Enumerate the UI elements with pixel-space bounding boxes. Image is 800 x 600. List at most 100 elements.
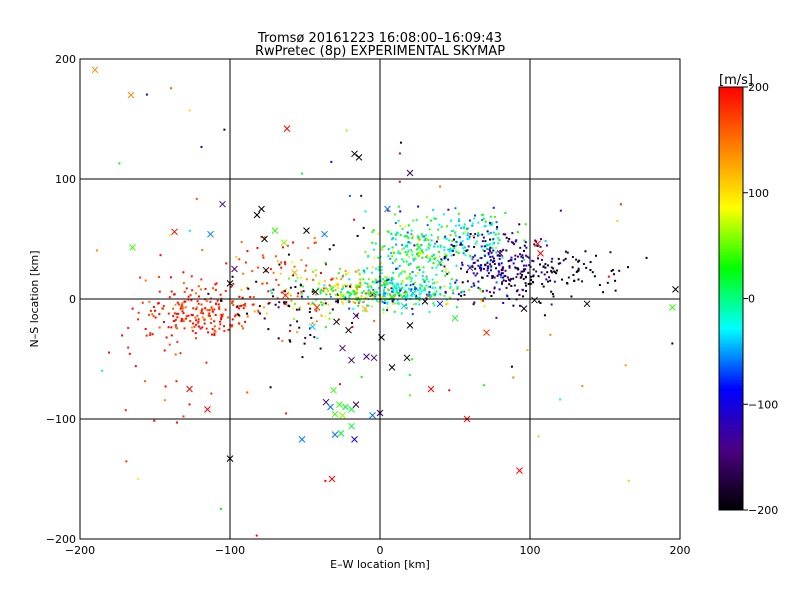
- data-point: [337, 272, 340, 275]
- data-point: [575, 270, 578, 273]
- data-cross-stroke: [333, 318, 340, 326]
- data-point: [463, 246, 466, 249]
- data-point: [367, 285, 370, 288]
- data-cross-stroke: [330, 386, 337, 394]
- data-point: [382, 297, 385, 300]
- data-point: [383, 245, 386, 248]
- data-point: [613, 273, 616, 276]
- data-point: [421, 278, 424, 281]
- data-point: [490, 223, 493, 226]
- data-point: [472, 303, 475, 306]
- data-point: [589, 261, 592, 264]
- data-point: [462, 252, 465, 255]
- data-point: [362, 300, 365, 303]
- data-point: [559, 262, 562, 265]
- data-point: [466, 280, 469, 283]
- data-point: [276, 260, 279, 263]
- data-point: [480, 264, 483, 267]
- data-point: [396, 299, 399, 302]
- data-point: [194, 316, 197, 319]
- y-tick-label: −100: [46, 413, 76, 426]
- data-point: [399, 289, 402, 292]
- data-point: [428, 310, 431, 313]
- data-point: [532, 260, 535, 263]
- data-point: [241, 296, 244, 299]
- data-point: [208, 314, 211, 317]
- data-cross-stroke: [282, 292, 289, 299]
- data-point: [410, 288, 413, 291]
- data-point: [415, 219, 418, 222]
- data-point: [546, 271, 549, 274]
- data-point: [242, 327, 245, 330]
- data-point: [434, 242, 437, 245]
- data-cross-stroke: [339, 344, 346, 352]
- data-point: [427, 247, 430, 250]
- data-points: [91, 66, 679, 537]
- data-point: [390, 287, 393, 290]
- data-point: [366, 304, 369, 307]
- data-point: [471, 266, 474, 269]
- data-point: [492, 275, 495, 278]
- data-point: [504, 211, 507, 214]
- data-point: [205, 327, 208, 330]
- data-point: [387, 289, 390, 292]
- data-point: [614, 279, 617, 282]
- data-point: [444, 290, 447, 293]
- data-point: [458, 236, 461, 239]
- data-point: [519, 246, 522, 249]
- data-point: [293, 302, 296, 305]
- data-point: [469, 233, 472, 236]
- data-point: [501, 281, 504, 284]
- data-point: [433, 258, 436, 261]
- data-point: [294, 285, 297, 288]
- data-point: [337, 301, 340, 304]
- data-point: [416, 243, 419, 246]
- data-point: [539, 263, 542, 266]
- data-point: [518, 223, 521, 226]
- data-point: [371, 280, 374, 283]
- data-point: [336, 283, 339, 286]
- data-point: [414, 257, 417, 260]
- data-point: [229, 285, 232, 288]
- data-point: [460, 227, 463, 230]
- data-cross: [336, 401, 343, 408]
- data-point: [482, 236, 485, 239]
- data-point: [377, 232, 380, 235]
- data-point: [211, 328, 214, 331]
- data-point: [602, 291, 605, 294]
- data-point: [288, 330, 291, 333]
- data-cross: [312, 288, 319, 296]
- data-point: [505, 294, 508, 297]
- data-point: [445, 237, 448, 240]
- data-point: [300, 258, 303, 261]
- data-point: [449, 247, 452, 250]
- data-point: [458, 224, 461, 227]
- data-cross-stroke: [253, 211, 261, 219]
- data-point: [454, 230, 457, 233]
- data-point: [472, 282, 475, 285]
- data-point: [328, 248, 331, 251]
- data-point: [489, 259, 492, 262]
- data-point: [404, 245, 407, 248]
- data-point: [296, 276, 299, 279]
- data-point: [593, 275, 596, 278]
- data-point: [490, 221, 493, 224]
- data-point: [351, 321, 354, 324]
- data-cross: [348, 356, 355, 364]
- data-point: [522, 295, 525, 298]
- data-cross-stroke: [258, 205, 265, 213]
- data-point: [446, 272, 449, 275]
- data-cross-stroke: [91, 66, 99, 74]
- data-point: [516, 231, 519, 234]
- data-point: [325, 293, 328, 296]
- data-point: [488, 291, 491, 294]
- data-point: [480, 299, 483, 302]
- data-point: [434, 217, 437, 220]
- data-cross-stroke: [672, 286, 679, 293]
- data-point: [324, 261, 327, 264]
- data-point: [242, 307, 245, 310]
- data-point: [351, 325, 354, 328]
- data-point: [364, 297, 367, 300]
- data-point: [431, 282, 434, 285]
- data-point: [162, 304, 165, 307]
